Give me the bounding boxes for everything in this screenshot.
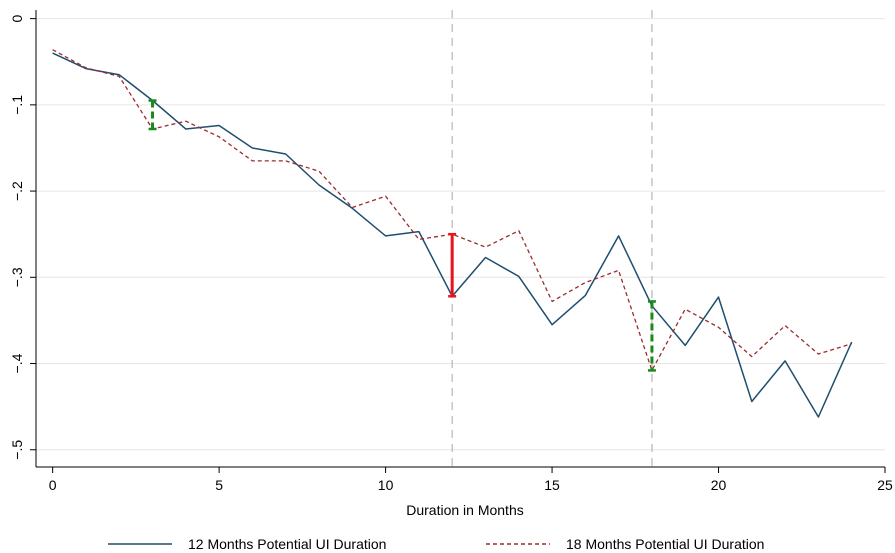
- y-tick-label-4: −.4: [9, 353, 25, 373]
- gridlines: [36, 18, 885, 451]
- legend-label-18-months: 18 Months Potential UI Duration: [566, 536, 764, 552]
- y-tick-label-1: −.1: [9, 95, 25, 115]
- y-tick-label-3: −.3: [9, 267, 25, 287]
- legend: 12 Months Potential UI Duration 18 Month…: [108, 536, 764, 552]
- gap-markers: [148, 99, 656, 372]
- y-tick-label-2: −.2: [9, 181, 25, 201]
- axes: [35, 10, 885, 468]
- x-tick-label-5: 25: [877, 477, 893, 493]
- x-axis-ticks: 0 5 10 15 20 25: [49, 467, 893, 493]
- legend-label-12-months: 12 Months Potential UI Duration: [188, 536, 386, 552]
- x-tick-label-0: 0: [49, 477, 57, 493]
- series-line-1: [52, 49, 852, 372]
- x-axis-title: Duration in Months: [406, 502, 524, 518]
- y-axis-ticks: 0 −.1 −.2 −.3 −.4 −.5: [9, 15, 36, 460]
- x-tick-label-1: 5: [215, 477, 223, 493]
- y-tick-label-0: 0: [9, 15, 25, 23]
- x-tick-label-2: 10: [378, 477, 394, 493]
- x-tick-label-4: 20: [711, 477, 727, 493]
- x-tick-label-3: 15: [544, 477, 560, 493]
- y-tick-label-5: −.5: [9, 440, 25, 460]
